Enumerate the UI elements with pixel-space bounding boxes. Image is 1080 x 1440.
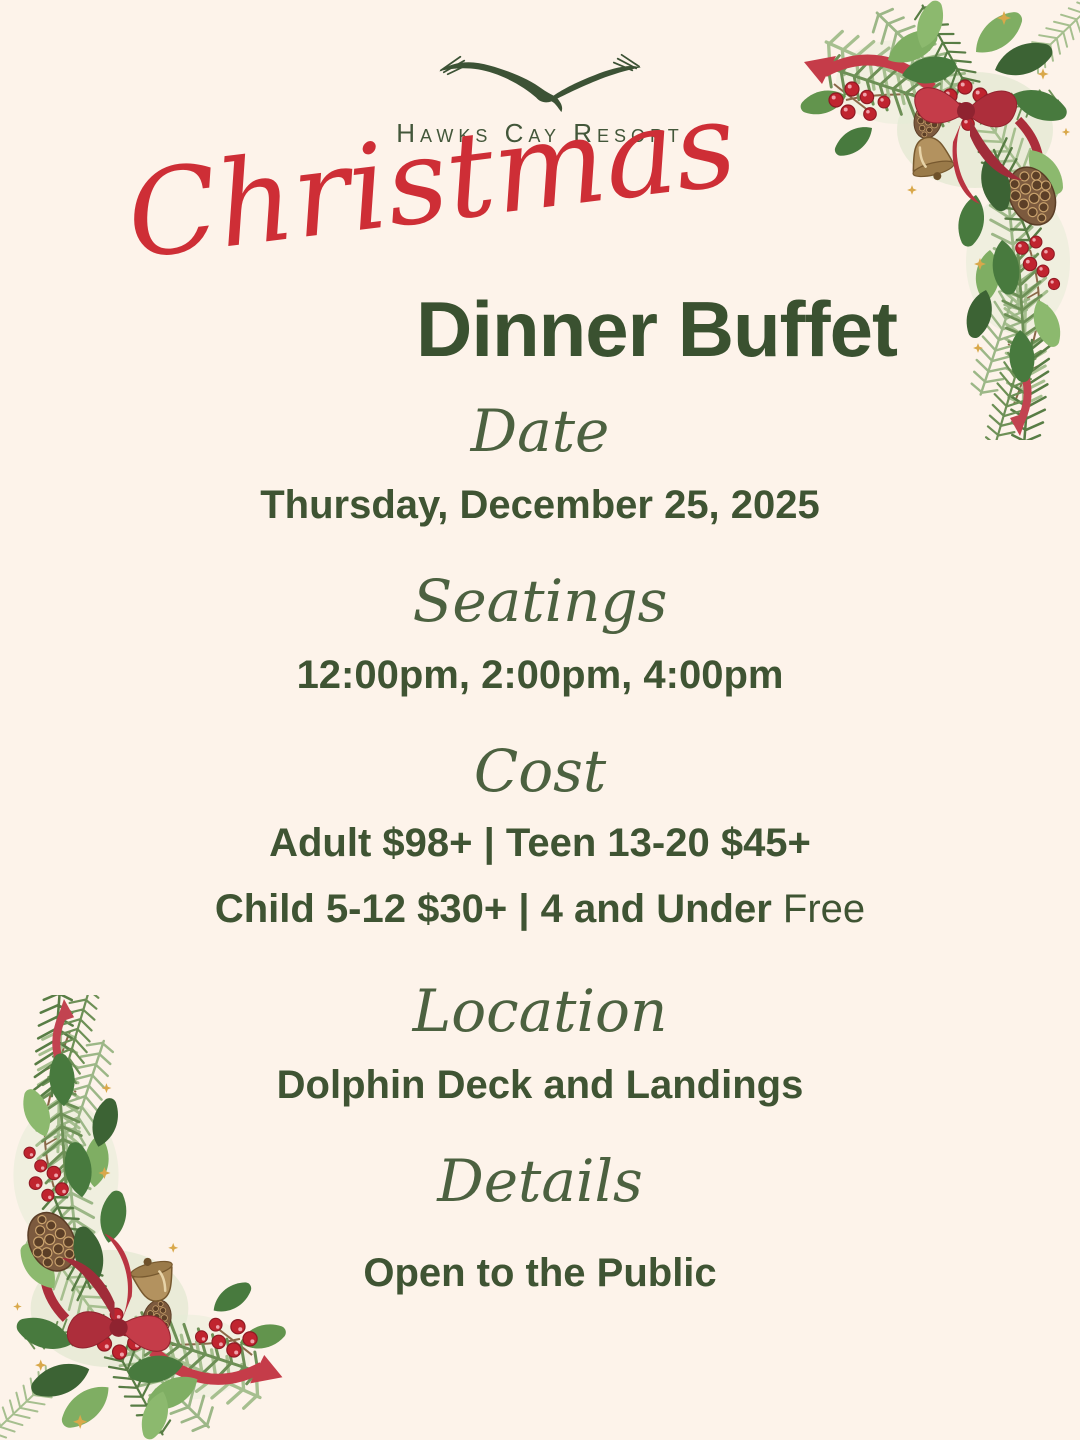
section-details: Details Open to the Public bbox=[0, 1146, 1080, 1302]
seatings-heading: Seatings bbox=[412, 567, 668, 635]
location-value: Dolphin Deck and Landings bbox=[276, 1063, 804, 1107]
cost-free-label: Free bbox=[782, 887, 866, 931]
section-location: Location Dolphin Deck and Landings bbox=[0, 976, 1080, 1114]
details-value: Open to the Public bbox=[363, 1251, 717, 1295]
resort-name: Hawks Cay Resort bbox=[396, 118, 684, 148]
date-heading: Date bbox=[470, 397, 610, 465]
cost-child-under-text: Child 5-12 $30+ | 4 and Under bbox=[214, 887, 772, 931]
resort-logo: Hawks Cay Resort bbox=[0, 48, 1080, 149]
date-value: Thursday, December 25, 2025 bbox=[260, 483, 820, 527]
section-cost: Cost Adult $98+ | Teen 13-20 $45+ Child … bbox=[0, 736, 1080, 938]
hawk-icon bbox=[438, 53, 642, 113]
cost-line-child-under: Child 5-12 $30+ | 4 and Under Free bbox=[0, 880, 1080, 938]
section-date: Date Thursday, December 25, 2025 bbox=[0, 396, 1080, 534]
title-dinner-buffet: Dinner Buffet bbox=[416, 285, 898, 373]
cost-heading: Cost bbox=[473, 737, 607, 805]
seatings-value: 12:00pm, 2:00pm, 4:00pm bbox=[296, 653, 784, 697]
details-heading: Details bbox=[437, 1147, 643, 1215]
location-heading: Location bbox=[412, 977, 668, 1045]
cost-line-adult-teen: Adult $98+ | Teen 13-20 $45+ bbox=[269, 821, 811, 865]
section-seatings: Seatings 12:00pm, 2:00pm, 4:00pm bbox=[0, 566, 1080, 704]
